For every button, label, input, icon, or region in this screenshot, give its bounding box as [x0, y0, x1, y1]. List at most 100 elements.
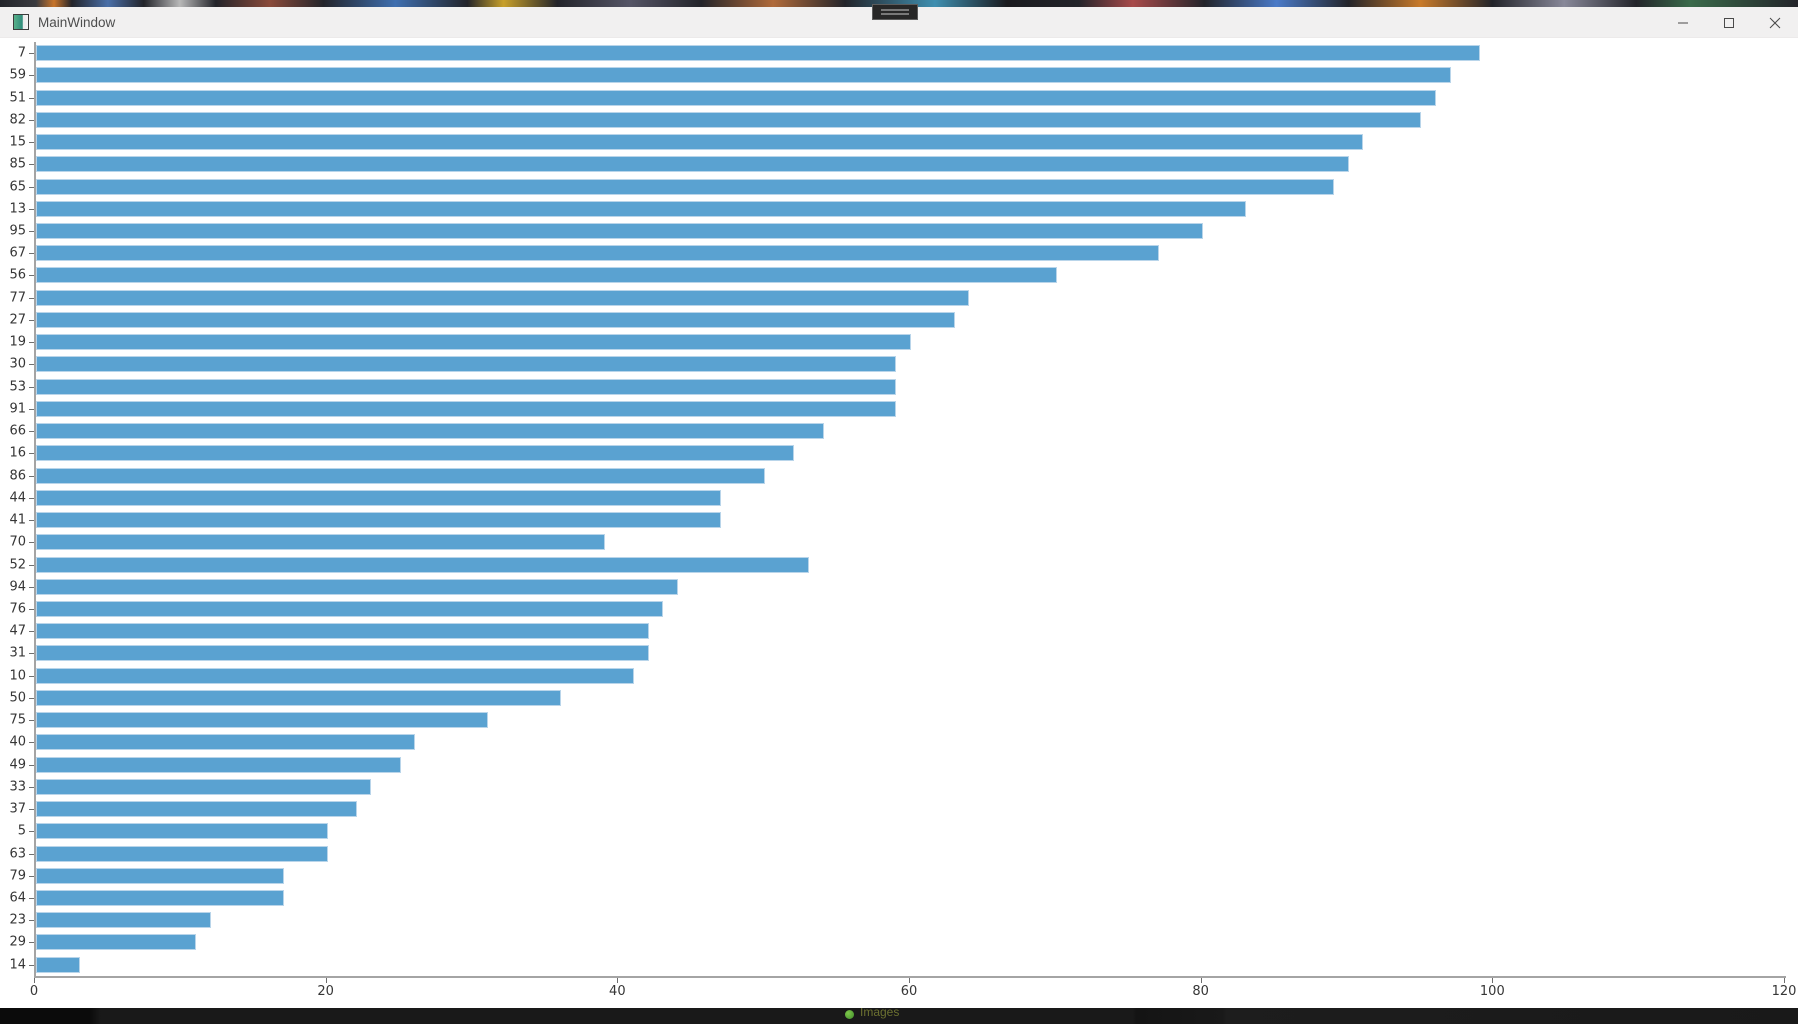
bar [36, 689, 561, 706]
bar-row: 15 [9, 131, 1786, 153]
x-tick-mark [617, 978, 619, 983]
y-tick-label: 10 [9, 668, 26, 684]
y-tick-mark [29, 408, 34, 410]
y-tick-mark [29, 853, 34, 855]
y-tick-label: 70 [9, 534, 26, 550]
y-tick-label: 13 [9, 201, 26, 217]
bar-row: 19 [9, 331, 1786, 353]
y-tick-label: 95 [9, 223, 26, 239]
y-tick-label: 82 [9, 112, 26, 128]
y-tick-label: 14 [9, 957, 26, 973]
y-tick-mark [29, 898, 34, 900]
y-tick-label: 66 [9, 423, 26, 439]
bar-chart: 7 59 51 82 15 85 65 13 95 67 56 77 27 19 30 53 91 66 16 86 4… [9, 42, 1786, 978]
y-tick-label: 44 [9, 490, 26, 506]
bar-row: 47 [9, 620, 1786, 642]
bar [36, 845, 328, 862]
y-tick-label: 85 [9, 156, 26, 172]
bar-row: 95 [9, 220, 1786, 242]
background-window-sliver [0, 0, 1798, 7]
y-tick-mark [29, 75, 34, 77]
bar [36, 178, 1334, 195]
x-tick-label: 60 [900, 984, 918, 999]
maximize-button[interactable] [1706, 7, 1752, 38]
bar [36, 400, 897, 417]
bar [36, 423, 824, 440]
bar-row: 79 [9, 865, 1786, 887]
bar [36, 734, 416, 751]
minimize-button[interactable] [1660, 7, 1706, 38]
y-tick-mark [29, 208, 34, 210]
bar-row: 23 [9, 909, 1786, 931]
y-tick-mark [29, 142, 34, 144]
bar-row: 51 [9, 86, 1786, 108]
y-tick-label: 19 [9, 334, 26, 350]
y-tick-mark [29, 297, 34, 299]
y-tick-label: 63 [9, 846, 26, 862]
y-tick-label: 53 [9, 379, 26, 395]
y-tick-mark [29, 164, 34, 166]
bar [36, 445, 795, 462]
close-button[interactable] [1752, 7, 1798, 38]
x-tick-mark [1492, 978, 1494, 983]
y-tick-label: 37 [9, 801, 26, 817]
y-tick-label: 41 [9, 512, 26, 528]
bar-row: 86 [9, 464, 1786, 486]
y-tick-mark [29, 520, 34, 522]
y-tick-mark [29, 97, 34, 99]
y-tick-mark [29, 697, 34, 699]
bar-row: 7 [18, 42, 1786, 64]
y-tick-label: 23 [9, 912, 26, 928]
x-tick-mark [34, 978, 35, 983]
bar-row: 31 [9, 642, 1786, 664]
bar-row: 52 [9, 553, 1786, 575]
bar [36, 200, 1247, 217]
y-tick-mark [29, 742, 34, 744]
y-tick-label: 56 [9, 267, 26, 283]
bar [36, 222, 1203, 239]
y-tick-mark [29, 764, 34, 766]
bar [36, 890, 284, 907]
bar [36, 111, 1422, 128]
collapsed-tab-handle[interactable] [872, 4, 918, 20]
y-tick-mark [29, 786, 34, 788]
bar-row: 59 [9, 64, 1786, 86]
y-tick-mark [29, 319, 34, 321]
y-tick-mark [29, 920, 34, 922]
taskbar-item-label: Images [860, 1008, 900, 1019]
y-tick-mark [29, 230, 34, 232]
window-title: MainWindow [38, 14, 116, 30]
y-tick-label: 47 [9, 623, 26, 639]
y-tick-mark [29, 720, 34, 722]
bar-row: 65 [9, 175, 1786, 197]
bar-row: 14 [9, 954, 1786, 976]
y-tick-label: 49 [9, 757, 26, 773]
x-tick-label: 100 [1479, 984, 1505, 999]
y-tick-label: 76 [9, 601, 26, 617]
bar [36, 89, 1436, 106]
bar [36, 334, 911, 351]
bar [36, 289, 970, 306]
y-tick-label: 31 [9, 645, 26, 661]
bar [36, 912, 211, 929]
bar-row: 91 [9, 398, 1786, 420]
bar-row: 33 [9, 776, 1786, 798]
y-tick-mark [29, 119, 34, 121]
bar-row: 41 [9, 509, 1786, 531]
y-tick-label: 27 [9, 312, 26, 328]
y-tick-mark [29, 453, 34, 455]
bar-row: 40 [9, 731, 1786, 753]
bar [36, 311, 955, 328]
bar-row: 27 [9, 309, 1786, 331]
bar-row: 56 [9, 264, 1786, 286]
y-tick-mark [29, 564, 34, 566]
x-tick-label: 0 [29, 984, 39, 999]
bar [36, 556, 809, 573]
y-tick-mark [29, 675, 34, 677]
y-tick-label: 52 [9, 557, 26, 572]
bar [36, 712, 489, 729]
bar [36, 156, 1349, 173]
bar [36, 534, 605, 551]
bar-row: 85 [9, 153, 1786, 175]
bar-row: 5 [18, 820, 1786, 842]
